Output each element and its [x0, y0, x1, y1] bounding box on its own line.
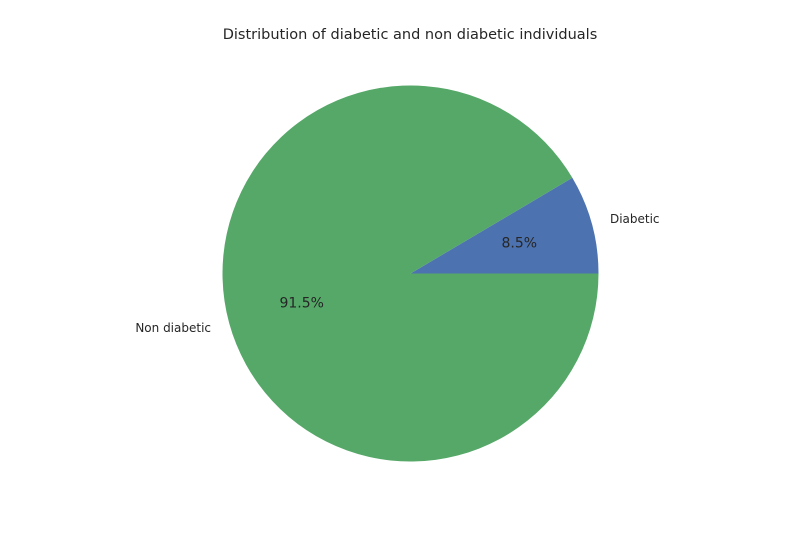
pie-slice-non-diabetic [222, 85, 599, 462]
slice-label-diabetic: Diabetic [610, 212, 660, 226]
slice-label-non-diabetic: Non diabetic [135, 321, 211, 335]
pct-label-diabetic: 8.5% [502, 236, 538, 252]
pie-labels: Diabetic 8.5% Non diabetic 91.5% [135, 212, 659, 335]
pct-label-non-diabetic: 91.5% [279, 295, 323, 311]
pie-slice-diabetic [410, 177, 599, 274]
chart-title: Distribution of diabetic and non diabeti… [223, 27, 598, 43]
pie-slices [222, 85, 599, 462]
